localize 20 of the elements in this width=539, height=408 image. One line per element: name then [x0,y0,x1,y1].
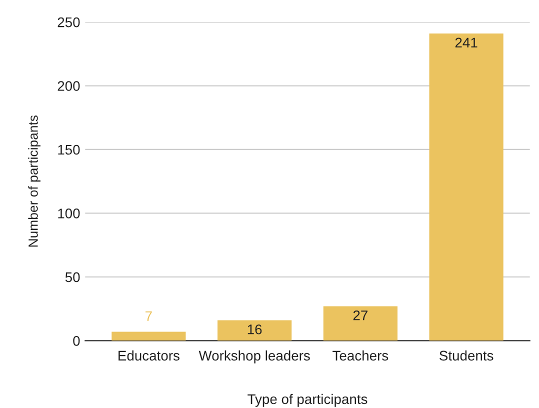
data-label: 241 [455,38,478,48]
bar [323,306,398,341]
data-label: 16 [248,324,262,334]
y-tick-label: 100 [58,208,80,218]
x-tick-label: Workshop leaders [198,350,310,364]
x-tick-label: Students [440,350,494,361]
data-label: 27 [353,310,368,320]
x-tick-label: Teachers [332,350,388,361]
y-tick-label: 150 [58,144,80,155]
y-axis-title: Number of participants [28,115,40,247]
y-tick-label: 0 [73,336,80,346]
y-tick-label: 200 [58,81,80,91]
y-tick-label: 250 [58,17,80,28]
x-tick-label: Educators [118,350,180,361]
y-tick-label: 50 [65,272,80,282]
bar [429,34,504,341]
x-axis-title: Type of participants [248,394,368,407]
data-label: 7 [146,311,152,321]
bar [112,332,186,341]
bar [218,320,292,341]
